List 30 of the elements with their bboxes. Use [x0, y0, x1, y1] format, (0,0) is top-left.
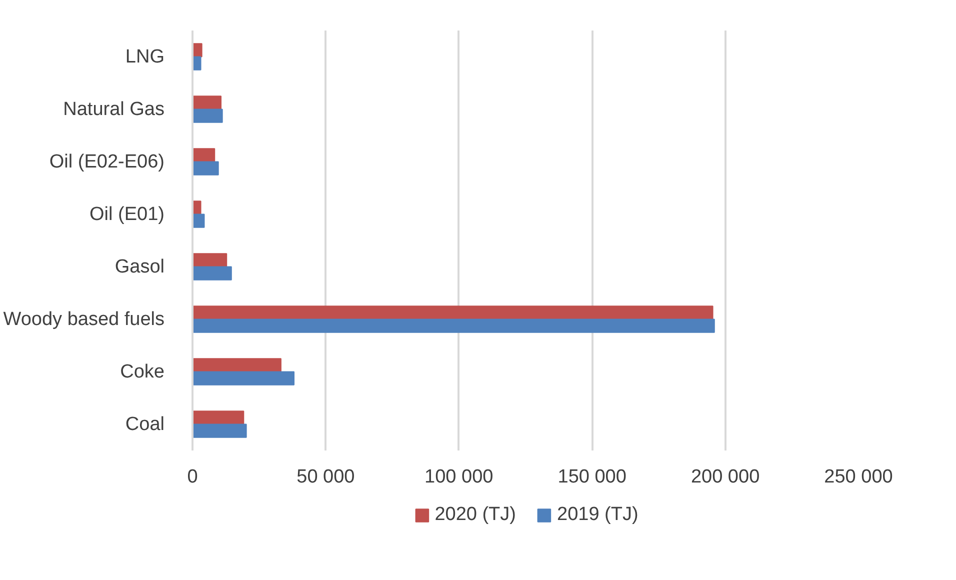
bar: [192, 318, 715, 333]
x-tick-label: 250 000: [824, 466, 893, 488]
bar: [192, 253, 228, 268]
bar: [192, 214, 205, 228]
bar: [192, 96, 222, 110]
x-tick-label: 50 000: [296, 466, 355, 488]
x-tick-label: 100 000: [424, 466, 494, 488]
bar: [192, 266, 232, 280]
bar: [192, 306, 714, 320]
legend-label: 2019 (TJ): [557, 504, 638, 526]
bar: [192, 410, 244, 425]
bar: [192, 56, 202, 70]
y-tick-label: Oil (E02-E06): [49, 151, 165, 172]
y-tick-label: Coal: [125, 414, 164, 435]
bar: [192, 148, 216, 162]
y-tick-label: Gasol: [114, 256, 165, 278]
x-tick-label: 200 000: [690, 466, 760, 488]
y-tick-label: Oil (E01): [90, 204, 165, 225]
y-tick-label: Coke: [120, 361, 165, 382]
y-tick-label: Natural Gas: [63, 98, 164, 120]
bar: [192, 161, 219, 176]
bar: [192, 424, 247, 438]
legend-label: 2020 (TJ): [434, 504, 516, 526]
y-tick-label: LNG: [125, 46, 165, 68]
x-tick-label: 150 000: [558, 466, 626, 488]
bar: [192, 371, 294, 386]
bar: [192, 358, 282, 372]
x-tick-label: 0: [187, 466, 198, 488]
y-tick-label: Woody based fuels: [3, 308, 164, 330]
bar: [192, 108, 223, 123]
